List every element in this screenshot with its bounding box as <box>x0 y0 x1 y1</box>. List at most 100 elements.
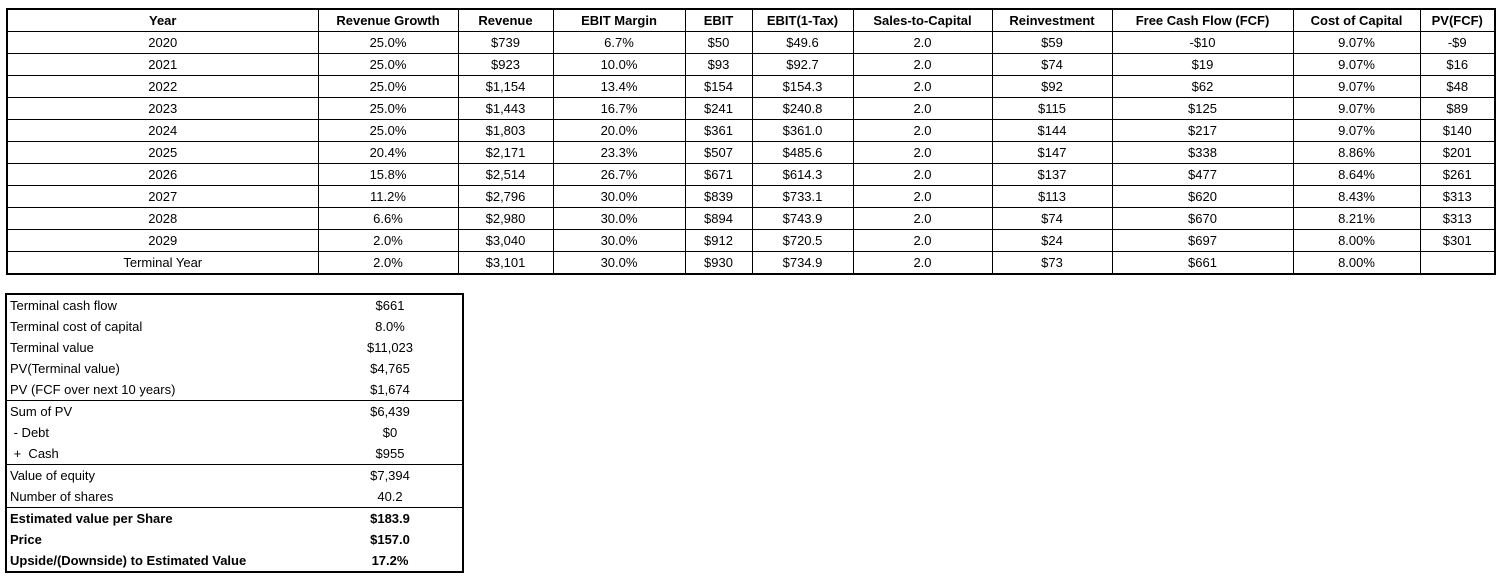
dcf-cell[interactable]: $614.3 <box>751 163 854 186</box>
summary-value[interactable]: 8.0% <box>375 319 405 334</box>
summary-value[interactable]: $1,674 <box>370 382 410 397</box>
dcf-cell[interactable]: 2023 <box>6 97 319 120</box>
dcf-cell[interactable]: 2.0 <box>852 141 993 164</box>
dcf-cell[interactable]: 9.07% <box>1292 75 1421 98</box>
dcf-cell[interactable]: $137 <box>991 163 1113 186</box>
dcf-cell[interactable]: 30.0% <box>552 207 686 230</box>
summary-value[interactable]: $4,765 <box>370 361 410 376</box>
summary-label[interactable]: Value of equity <box>6 464 318 486</box>
dcf-cell[interactable]: 30.0% <box>552 251 686 275</box>
summary-value[interactable]: $157.0 <box>370 532 410 547</box>
dcf-cell[interactable]: $301 <box>1419 229 1496 252</box>
dcf-cell[interactable]: 2.0 <box>852 53 993 76</box>
dcf-cell[interactable]: $620 <box>1111 185 1294 208</box>
dcf-cell[interactable]: $201 <box>1419 141 1496 164</box>
summary-value[interactable]: $6,439 <box>318 400 463 422</box>
dcf-cell[interactable]: $912 <box>684 229 753 252</box>
dcf-cell[interactable]: 2022 <box>6 75 319 98</box>
dcf-cell[interactable]: $894 <box>684 207 753 230</box>
dcf-cell[interactable]: $89 <box>1419 97 1496 120</box>
dcf-cell[interactable]: $338 <box>1111 141 1294 164</box>
dcf-cell[interactable]: $485.6 <box>751 141 854 164</box>
dcf-cell[interactable]: $140 <box>1419 119 1496 142</box>
dcf-cell[interactable]: $1,154 <box>457 75 554 98</box>
dcf-cell[interactable]: $74 <box>991 207 1113 230</box>
dcf-cell[interactable]: 2025 <box>6 141 319 164</box>
dcf-cell[interactable]: 2.0 <box>852 229 993 252</box>
dcf-cell[interactable]: $154 <box>684 75 753 98</box>
summary-value[interactable]: $11,023 <box>366 340 414 355</box>
dcf-cell[interactable]: $2,796 <box>457 185 554 208</box>
summary-value[interactable]: $661 <box>375 298 405 313</box>
summary-label[interactable]: PV (FCF over next 10 years) <box>10 382 176 397</box>
dcf-cell[interactable]: $19 <box>1111 53 1294 76</box>
dcf-cell[interactable]: $50 <box>684 31 753 54</box>
dcf-column-header[interactable]: PV(FCF) <box>1419 8 1496 32</box>
dcf-cell[interactable]: $49.6 <box>751 31 854 54</box>
dcf-cell[interactable]: $125 <box>1111 97 1294 120</box>
dcf-cell[interactable]: 8.00% <box>1292 251 1421 275</box>
summary-value[interactable]: 17.2% <box>371 553 409 568</box>
dcf-cell[interactable]: 20.4% <box>317 141 459 164</box>
dcf-cell[interactable]: 25.0% <box>317 53 459 76</box>
dcf-cell[interactable]: $62 <box>1111 75 1294 98</box>
dcf-cell[interactable]: 8.00% <box>1292 229 1421 252</box>
summary-label[interactable]: Number of shares <box>10 489 114 504</box>
dcf-cell[interactable]: $261 <box>1419 163 1496 186</box>
dcf-cell[interactable]: $313 <box>1419 185 1496 208</box>
dcf-cell[interactable]: $48 <box>1419 75 1496 98</box>
dcf-cell[interactable]: $671 <box>684 163 753 186</box>
dcf-cell[interactable]: 6.7% <box>552 31 686 54</box>
dcf-cell[interactable]: $240.8 <box>751 97 854 120</box>
dcf-cell[interactable]: 2.0 <box>852 97 993 120</box>
dcf-cell[interactable]: 2.0 <box>852 207 993 230</box>
dcf-cell[interactable]: 25.0% <box>317 31 459 54</box>
summary-value[interactable]: $0 <box>382 425 398 440</box>
dcf-cell[interactable]: 6.6% <box>317 207 459 230</box>
dcf-column-header[interactable]: EBIT <box>684 8 753 32</box>
dcf-cell[interactable]: $697 <box>1111 229 1294 252</box>
summary-label[interactable]: PV(Terminal value) <box>10 361 120 376</box>
dcf-cell[interactable]: 8.43% <box>1292 185 1421 208</box>
dcf-cell[interactable]: 2.0% <box>317 251 459 275</box>
dcf-cell[interactable]: 20.0% <box>552 119 686 142</box>
dcf-cell[interactable]: 23.3% <box>552 141 686 164</box>
dcf-cell[interactable]: 30.0% <box>552 185 686 208</box>
dcf-column-header[interactable]: EBIT Margin <box>552 8 686 32</box>
dcf-cell[interactable]: 8.64% <box>1292 163 1421 186</box>
dcf-cell[interactable]: 2.0 <box>852 75 993 98</box>
dcf-column-header[interactable]: Year <box>6 8 319 32</box>
dcf-cell[interactable]: $24 <box>991 229 1113 252</box>
dcf-cell[interactable]: 2.0 <box>852 31 993 54</box>
dcf-cell[interactable]: 2.0% <box>317 229 459 252</box>
dcf-cell[interactable]: 25.0% <box>317 119 459 142</box>
summary-label[interactable]: Sum of PV <box>6 400 318 422</box>
dcf-cell[interactable]: 2026 <box>6 163 319 186</box>
dcf-cell[interactable]: 10.0% <box>552 53 686 76</box>
dcf-column-header[interactable]: Revenue <box>457 8 554 32</box>
dcf-cell[interactable]: 2.0 <box>852 185 993 208</box>
dcf-cell[interactable]: $1,443 <box>457 97 554 120</box>
dcf-cell[interactable]: $154.3 <box>751 75 854 98</box>
summary-label[interactable]: Upside/(Downside) to Estimated Value <box>10 553 247 568</box>
dcf-cell[interactable] <box>1419 251 1496 275</box>
dcf-cell[interactable]: 8.21% <box>1292 207 1421 230</box>
dcf-column-header[interactable]: Free Cash Flow (FCF) <box>1111 8 1294 32</box>
dcf-cell[interactable]: 2.0 <box>852 251 993 275</box>
dcf-cell[interactable]: 9.07% <box>1292 119 1421 142</box>
dcf-cell[interactable]: -$10 <box>1111 31 1294 54</box>
summary-value[interactable]: $7,394 <box>318 464 463 486</box>
dcf-cell[interactable]: 2.0 <box>852 119 993 142</box>
dcf-cell[interactable]: 2028 <box>6 207 319 230</box>
dcf-cell[interactable]: $923 <box>457 53 554 76</box>
dcf-cell[interactable]: $661 <box>1111 251 1294 275</box>
dcf-cell[interactable]: $93 <box>684 53 753 76</box>
dcf-cell[interactable]: 16.7% <box>552 97 686 120</box>
dcf-cell[interactable]: $113 <box>991 185 1113 208</box>
dcf-cell[interactable]: $217 <box>1111 119 1294 142</box>
dcf-cell[interactable]: $507 <box>684 141 753 164</box>
dcf-cell[interactable]: $241 <box>684 97 753 120</box>
dcf-cell[interactable]: 30.0% <box>552 229 686 252</box>
dcf-column-header[interactable]: Revenue Growth <box>317 8 459 32</box>
dcf-cell[interactable]: $147 <box>991 141 1113 164</box>
